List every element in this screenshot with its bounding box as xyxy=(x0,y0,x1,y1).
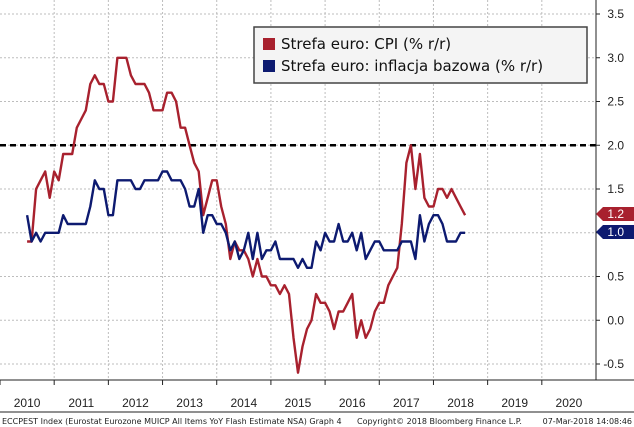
footer-source: ECCPEST Index (Eurostat Eurozone MUICP A… xyxy=(2,417,342,426)
last-value-flag-0: 1.2 xyxy=(596,207,634,221)
last-value-flag-shape-1 xyxy=(596,225,634,239)
legend-swatch-core xyxy=(263,60,275,72)
last-value-flag-shape-0 xyxy=(596,207,634,221)
last-value-flags: 1.21.0 xyxy=(596,207,634,239)
x-tick-label-6: 2016 xyxy=(339,396,366,410)
x-axis-ticks: 2010 2011 2012 2013 2014 2015 2016 2017 2018 2019… xyxy=(0,380,583,410)
y-tick-label-1: 3.0 xyxy=(607,51,624,65)
x-tick-label-3: 2013 xyxy=(176,396,203,410)
footer-timestamp: 07-Mar-2018 14:08:46 xyxy=(543,417,632,426)
legend: Strefa euro: CPI (% r/r) Strefa euro: in… xyxy=(253,26,588,84)
y-tick-label-4: 1.5 xyxy=(607,182,624,196)
y-tick-label-8: -0.5 xyxy=(603,357,624,371)
last-value-flag-label-1: 1.0 xyxy=(607,225,624,239)
x-tick-label-10: 2020 xyxy=(556,396,583,410)
x-tick-label-4: 2014 xyxy=(230,396,257,410)
legend-label-cpi: Strefa euro: CPI (% r/r) xyxy=(281,35,451,53)
y-tick-label-7: 0.0 xyxy=(607,313,624,327)
x-tick-label-0: 2010 xyxy=(14,396,41,410)
y-axis-ticks: 3.5 3.0 2.5 2.0 1.5 1.0 0.5 0.0 -0.5 xyxy=(596,7,624,371)
y-tick-label-3: 2.0 xyxy=(607,138,624,152)
y-tick-label-0: 3.5 xyxy=(607,7,624,21)
footer-copyright: Copyright© 2018 Bloomberg Finance L.P. xyxy=(357,417,522,426)
y-tick-label-2: 2.5 xyxy=(607,95,624,109)
footer: ECCPEST Index (Eurostat Eurozone MUICP A… xyxy=(2,417,632,426)
series-line-1 xyxy=(25,170,466,269)
x-tick-label-7: 2017 xyxy=(393,396,420,410)
x-tick-label-5: 2015 xyxy=(285,396,312,410)
series-line-0 xyxy=(27,56,467,374)
y-tick-label-6: 0.5 xyxy=(607,270,624,284)
x-tick-label-9: 2019 xyxy=(501,396,528,410)
x-tick-label-1: 2011 xyxy=(68,396,94,410)
legend-swatch-cpi xyxy=(263,38,275,50)
last-value-flag-1: 1.0 xyxy=(596,225,634,239)
x-tick-label-2: 2012 xyxy=(122,396,149,410)
series-lines xyxy=(25,56,467,374)
legend-box xyxy=(253,26,588,84)
axes xyxy=(0,0,634,413)
last-value-flag-label-0: 1.2 xyxy=(607,207,624,221)
x-tick-label-8: 2018 xyxy=(447,396,474,410)
legend-label-core: Strefa euro: inflacja bazowa (% r/r) xyxy=(281,57,543,75)
